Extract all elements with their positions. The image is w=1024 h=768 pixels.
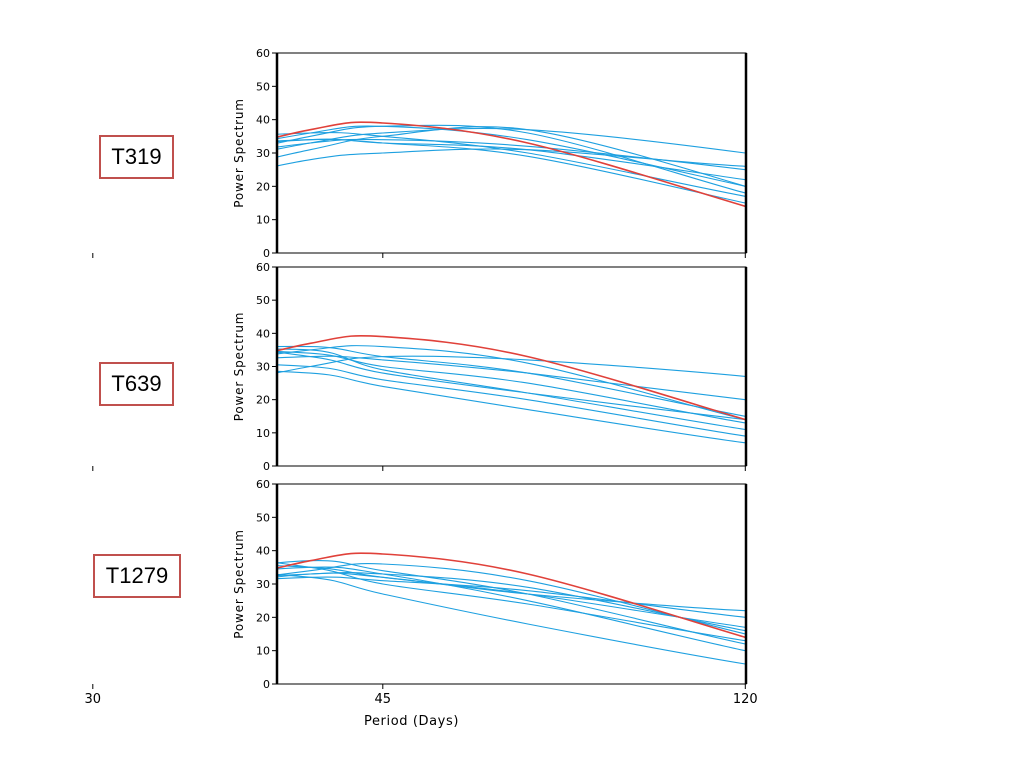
y-tick-label: 10 xyxy=(256,427,270,440)
y-tick-label: 60 xyxy=(256,261,270,274)
y-axis-label: Power Spectrum xyxy=(232,529,246,638)
model-member-line xyxy=(277,351,746,421)
model-member-line xyxy=(277,576,746,618)
model-member-line xyxy=(277,571,746,632)
model-member-line xyxy=(277,560,746,645)
y-tick-label: 10 xyxy=(256,645,270,658)
resolution-label-t319: T319 xyxy=(99,135,174,179)
plot-frame xyxy=(276,52,747,254)
y-tick-label: 0 xyxy=(263,460,270,473)
y-tick-label: 20 xyxy=(256,611,270,624)
resolution-label-t639: T639 xyxy=(99,362,174,406)
model-member-line xyxy=(277,563,746,635)
observed-series-line xyxy=(277,334,746,421)
model-member-line xyxy=(277,573,746,665)
model-member-line xyxy=(277,345,746,421)
plot-frame xyxy=(276,266,747,467)
model-member-line xyxy=(277,355,746,378)
x-tick-label: 30 xyxy=(85,692,102,707)
y-tick-label: 40 xyxy=(256,114,270,127)
model-member-line xyxy=(277,138,746,204)
resolution-label-t1279: T1279 xyxy=(93,554,181,598)
model-member-line xyxy=(277,345,746,417)
model-member-line xyxy=(277,127,746,154)
y-tick-label: 30 xyxy=(256,578,270,591)
y-tick-label: 60 xyxy=(256,47,270,60)
model-member-line xyxy=(277,350,746,424)
model-member-line xyxy=(277,126,746,188)
model-member-line xyxy=(277,138,746,181)
model-member-line xyxy=(277,348,746,431)
y-tick-label: 0 xyxy=(263,678,270,691)
y-tick-label: 40 xyxy=(256,327,270,340)
x-axis-label: Period (Days) xyxy=(364,714,459,729)
model-member-line xyxy=(277,562,746,642)
x-tick-label: 45 xyxy=(375,692,392,707)
y-tick-label: 20 xyxy=(256,180,270,193)
y-tick-label: 0 xyxy=(263,247,270,260)
model-member-line xyxy=(277,124,746,194)
model-member-line xyxy=(277,138,746,171)
model-member-line xyxy=(277,355,746,401)
model-member-line xyxy=(277,132,746,197)
observed-series-line xyxy=(277,552,746,639)
y-tick-label: 20 xyxy=(256,394,270,407)
y-tick-label: 10 xyxy=(256,214,270,227)
model-member-line xyxy=(277,565,746,628)
model-member-line xyxy=(277,125,746,188)
y-tick-label: 50 xyxy=(256,511,270,524)
model-member-line xyxy=(277,370,746,444)
model-member-line xyxy=(277,148,746,167)
y-tick-label: 30 xyxy=(256,147,270,160)
chart-panel-t639: 0 10 20 30 40 50 60 Power Spectrum xyxy=(92,261,748,473)
y-axis-label: Power Spectrum xyxy=(232,312,246,421)
series-group xyxy=(277,121,746,208)
x-tick-label: 120 xyxy=(733,692,758,707)
y-axis-label: Power Spectrum xyxy=(232,98,246,207)
observed-series-line xyxy=(277,121,746,208)
y-tick-label: 40 xyxy=(256,545,270,558)
chart-panel-t319: 0 10 20 30 40 50 60 Power Spectrum xyxy=(92,47,748,260)
y-tick-label: 50 xyxy=(256,80,270,93)
series-group xyxy=(277,334,746,444)
model-member-line xyxy=(277,566,746,652)
y-tick-label: 50 xyxy=(256,294,270,307)
series-group xyxy=(277,552,746,665)
model-member-line xyxy=(277,364,746,437)
y-tick-label: 60 xyxy=(256,478,270,491)
model-member-line xyxy=(277,572,746,612)
y-tick-label: 30 xyxy=(256,361,270,374)
